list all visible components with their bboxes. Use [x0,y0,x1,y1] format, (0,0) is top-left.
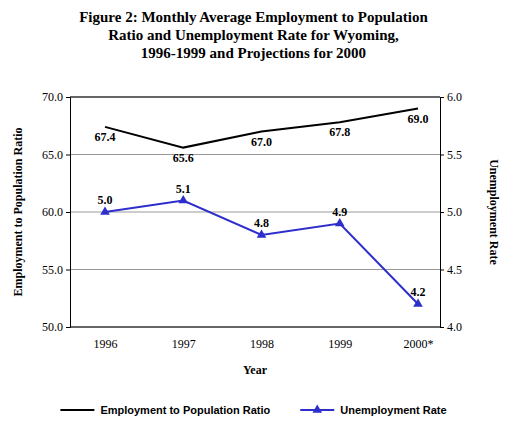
x-tick: 1998 [250,327,274,351]
plot-marks [100,109,423,307]
y2-axis: 4.0 4.5 5.0 5.5 6.0 [440,90,462,334]
grid-line [70,327,440,328]
legend-label: Employment to Population Ratio [100,404,270,416]
legend-swatch [60,409,94,411]
legend-marker [312,404,322,412]
data-label: 4.8 [254,216,269,230]
data-label: 69.0 [408,112,429,126]
x-tick: 1999 [328,327,352,351]
y2-tick-mark [440,327,444,328]
y-tick: 70.0 [42,90,70,104]
x-tick-label: 1996 [94,337,118,351]
y-tick-mark [66,270,70,271]
data-label: 4.9 [332,205,347,219]
data-label: 67.0 [251,135,272,149]
y2-tick-label: 5.0 [447,205,462,219]
x-tick: 1996 [94,327,118,351]
legend: Employment to Population Ratio Unemployme… [60,404,446,416]
y-tick-mark [66,155,70,156]
y-tick-mark [66,327,70,328]
chart: Figure 2: Monthly Average Employment to … [0,0,507,434]
y-tick: 55.0 [42,263,70,277]
data-label: 67.4 [95,130,116,144]
data-label: 5.0 [98,193,113,207]
grid-line [70,154,440,155]
y2-axis-line [441,98,445,328]
y2-tick-mark [440,155,444,156]
grid [70,97,440,327]
y2-tick-label: 6.0 [447,90,462,104]
x-tick: 1997 [172,327,196,351]
y-tick-label: 65.0 [42,148,63,162]
series-marker [335,218,345,226]
y2-tick-label: 5.5 [447,148,462,162]
x-axis-line [70,327,440,328]
y2-tick: 5.5 [440,148,462,162]
y-tick-label: 70.0 [42,90,63,104]
x-tick-label: 1998 [250,337,274,351]
x-tick-label: 1999 [328,337,352,351]
plot-frame-top [70,97,440,98]
y2-tick: 5.0 [440,205,462,219]
y2-tick-label: 4.0 [447,320,462,334]
data-labels: 67.4 65.6 67.0 67.8 69.0 5.0 5.1 4.8 4.9 4.2 [95,112,429,300]
title: Figure 2: Monthly Average Employment to … [79,9,428,61]
y2-tick: 4.0 [440,320,462,334]
data-label: 4.2 [411,285,426,299]
y-tick: 60.0 [42,205,70,219]
title-line: Ratio and Unemployment Rate for Wyoming, [108,27,399,43]
y-tick: 50.0 [42,320,70,334]
y2-tick: 4.5 [440,263,462,277]
legend-label: Unemployment Rate [340,404,446,416]
series-line [105,109,418,148]
series-line [105,201,418,305]
y2-axis-title: Unemployment Rate [487,159,501,265]
y-axis: 50.0 55.0 60.0 65.0 70.0 [42,90,71,334]
x-tick-label: 1997 [172,337,196,351]
y-tick-label: 60.0 [42,205,63,219]
title-line: Figure 2: Monthly Average Employment to … [79,9,428,25]
x-axis: 1996 1997 1998 1999 2000* [94,327,434,351]
y2-tick-mark [440,97,444,98]
grid-line [70,212,440,213]
y-tick-label: 50.0 [42,320,63,334]
y-axis-title: Employment to Population Ratio [11,127,25,296]
series-marker [413,298,423,306]
y-tick-mark [66,212,70,213]
y-tick: 65.0 [42,148,70,162]
grid-line [70,97,440,98]
y-axis-line [66,98,71,328]
series-marker [257,229,267,237]
title-line: 1996-1999 and Projections for 2000 [141,45,366,61]
data-label: 65.6 [173,151,194,165]
legend-item: Unemployment Rate [300,404,446,416]
y2-tick-mark [440,212,444,213]
y-tick-label: 55.0 [42,263,63,277]
data-label: 67.8 [329,125,350,139]
y2-tick-label: 4.5 [447,263,462,277]
x-tick-label: 2000* [404,337,434,351]
legend-item: Employment to Population Ratio [60,404,270,416]
series-marker [178,195,188,203]
y2-tick: 6.0 [440,90,462,104]
series-marker [100,206,110,214]
y2-tick-mark [440,270,444,271]
x-axis-title: Year [243,363,268,377]
x-tick: 2000* [404,327,434,351]
data-label: 5.1 [176,182,191,196]
y-tick-mark [66,97,70,98]
